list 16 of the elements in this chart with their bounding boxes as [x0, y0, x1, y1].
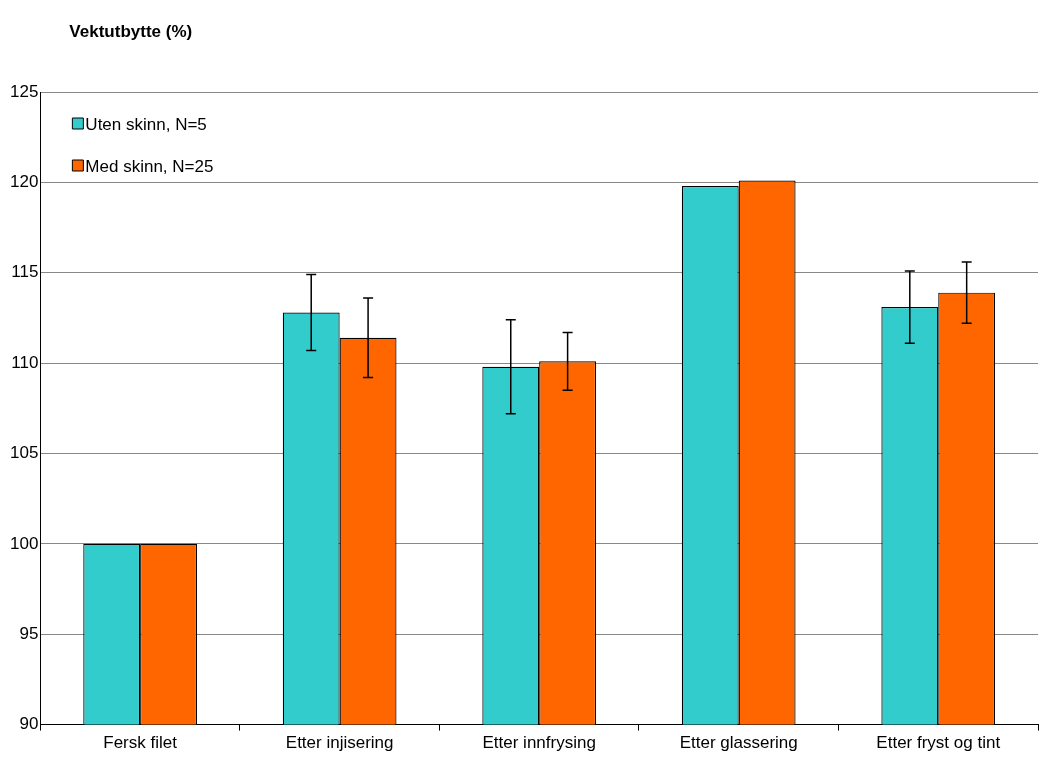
x-tick-label: Etter glassering — [679, 733, 798, 753]
y-tick-label: 95 — [19, 623, 39, 643]
x-tick-label: Etter innfrysing — [482, 733, 596, 753]
y-tick-label: 125 — [9, 81, 39, 101]
y-tick-label: 90 — [19, 714, 39, 734]
x-tick-label: Etter fryst og tint — [876, 733, 1001, 753]
x-tick-label: Fersk filet — [103, 733, 178, 753]
y-tick-label: 105 — [9, 443, 39, 463]
legend-label: Uten skinn, N=5 — [85, 114, 207, 134]
y-tick-label: 115 — [11, 262, 39, 282]
y-tick-label: 110 — [11, 352, 39, 372]
y-tick-label: 100 — [9, 533, 39, 553]
y-tick-label: 120 — [9, 172, 39, 192]
chart-title: Vektutbytte (%) — [69, 21, 193, 41]
legend-label: Med skinn, N=25 — [85, 156, 214, 176]
x-tick-label: Etter injisering — [285, 733, 394, 753]
